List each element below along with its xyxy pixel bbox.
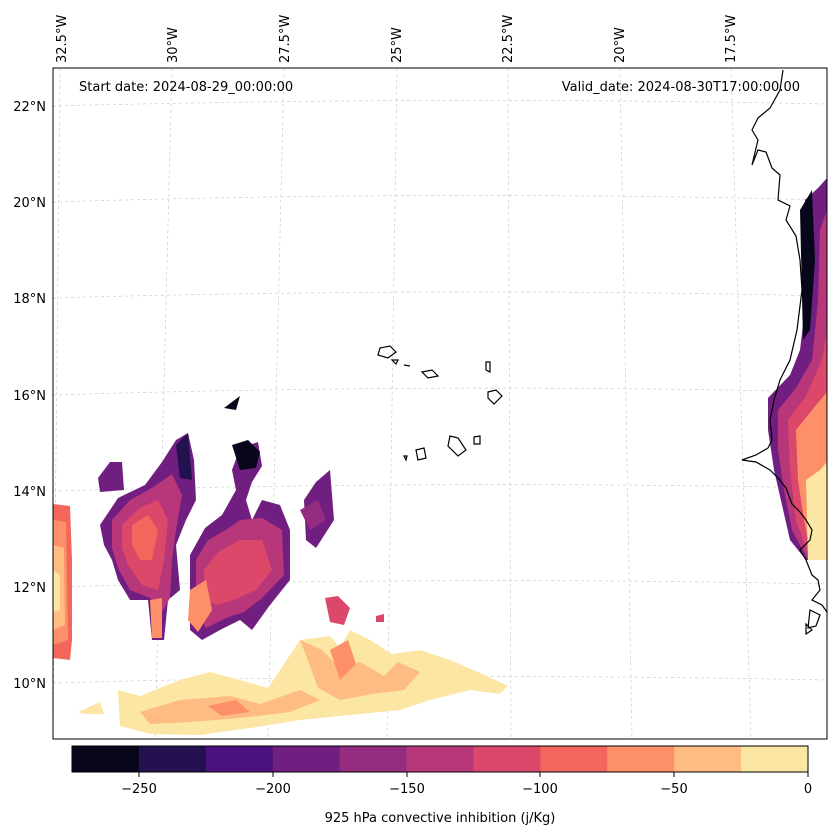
colorbar-cell bbox=[138, 746, 207, 772]
contour-patch bbox=[300, 500, 326, 530]
contour-patch bbox=[78, 702, 104, 714]
contour-patch bbox=[176, 433, 192, 480]
gridline-lon-27-5w bbox=[267, 68, 285, 739]
contour-patch bbox=[98, 462, 124, 492]
lon-label: 30°W bbox=[166, 27, 181, 63]
colorbar-ticks: −250 −200 −150 −100 −50 0 bbox=[121, 772, 812, 797]
island-sal bbox=[485, 361, 491, 373]
colorbar: −250 −200 −150 −100 −50 0 925 hPa convec… bbox=[71, 745, 812, 826]
contour-patch bbox=[330, 640, 356, 680]
lat-label: 12°N bbox=[13, 581, 46, 596]
contour-patch bbox=[300, 640, 420, 700]
colorbar-tick-label: −250 bbox=[121, 782, 157, 797]
colorbar-tick-label: −100 bbox=[522, 782, 558, 797]
gridline-lat-18n bbox=[53, 291, 827, 299]
gridline-lon-25w bbox=[386, 68, 398, 739]
lon-label: 22.5°W bbox=[501, 15, 516, 63]
start-date-label: Start date: 2024-08-29_00:00:00 bbox=[79, 80, 293, 95]
lon-label: 17.5°W bbox=[724, 15, 739, 63]
contour-patch bbox=[325, 596, 350, 625]
island-sao-vicente bbox=[390, 359, 399, 366]
colorbar-cell bbox=[607, 746, 675, 772]
island-bissagos-2 bbox=[805, 622, 813, 636]
contour-patch bbox=[208, 700, 250, 716]
longitude-labels: 32.5°W 30°W 27.5°W 25°W 22.5°W 20°W 17.5… bbox=[55, 15, 739, 63]
colorbar-tick-label: −50 bbox=[660, 782, 687, 797]
colorbar-cell bbox=[674, 746, 742, 772]
colorbar-tick-label: −150 bbox=[389, 782, 425, 797]
colorbar-cell bbox=[540, 746, 608, 772]
valid-date-label: Valid_date: 2024-08-30T17:00:00.00 bbox=[562, 80, 800, 95]
colorbar-cells bbox=[72, 746, 809, 772]
colorbar-border bbox=[71, 745, 809, 773]
lat-label: 16°N bbox=[13, 389, 46, 404]
gridline-lat-22n bbox=[53, 100, 827, 107]
contour-patch bbox=[224, 396, 240, 410]
map-border bbox=[52, 67, 828, 740]
island-sao-nicolau bbox=[420, 369, 440, 379]
island-maio bbox=[473, 435, 481, 445]
lat-label: 14°N bbox=[13, 485, 46, 500]
island-santiago bbox=[447, 435, 467, 457]
island-fogo bbox=[415, 447, 427, 461]
island-santo-antao bbox=[377, 345, 397, 359]
colorbar-label: 925 hPa convective inhibition (j/Kg) bbox=[325, 811, 556, 826]
colorbar-cell bbox=[272, 746, 341, 772]
island-boa-vista bbox=[487, 389, 503, 405]
contour-patch bbox=[232, 440, 260, 470]
contour-patch bbox=[150, 598, 162, 638]
island-bissagos bbox=[807, 609, 821, 629]
map-area bbox=[53, 68, 827, 739]
lon-label: 32.5°W bbox=[55, 15, 70, 63]
coastline-africa bbox=[741, 69, 827, 613]
contour-patch bbox=[132, 515, 158, 560]
lon-label: 27.5°W bbox=[278, 15, 293, 63]
colorbar-tick-label: 0 bbox=[804, 782, 812, 797]
colorbar-cell bbox=[72, 746, 140, 772]
island-santa-luzia bbox=[403, 364, 411, 367]
lat-label: 22°N bbox=[13, 100, 46, 115]
lon-label: 20°W bbox=[613, 27, 628, 63]
gridline-lat-20n bbox=[53, 195, 827, 203]
colorbar-cell bbox=[741, 746, 809, 772]
lat-label: 20°N bbox=[13, 196, 46, 211]
lon-label: 25°W bbox=[390, 27, 405, 63]
gridline-lon-20w bbox=[619, 68, 633, 739]
island-brava bbox=[403, 455, 408, 462]
gridline-lon-17-5w bbox=[730, 68, 752, 739]
contour-patch bbox=[376, 614, 384, 622]
colorbar-cell bbox=[339, 746, 408, 772]
colorbar-cell bbox=[406, 746, 474, 772]
contour-patch bbox=[204, 540, 272, 605]
colorbar-cell bbox=[205, 746, 274, 772]
contour-patch bbox=[53, 570, 60, 612]
colorbar-cell bbox=[473, 746, 541, 772]
contour-patch bbox=[800, 190, 815, 340]
latitude-labels: 22°N 20°N 18°N 16°N 14°N 12°N 10°N bbox=[13, 100, 46, 692]
gridline-lon-22-5w bbox=[507, 68, 512, 739]
lat-label: 10°N bbox=[13, 677, 46, 692]
coastlines bbox=[377, 69, 827, 636]
lat-label: 18°N bbox=[13, 292, 46, 307]
contour-patch bbox=[188, 580, 212, 632]
cin-contours bbox=[53, 178, 827, 735]
colorbar-tick-label: −200 bbox=[255, 782, 291, 797]
gridline-lat-10n bbox=[53, 676, 827, 684]
